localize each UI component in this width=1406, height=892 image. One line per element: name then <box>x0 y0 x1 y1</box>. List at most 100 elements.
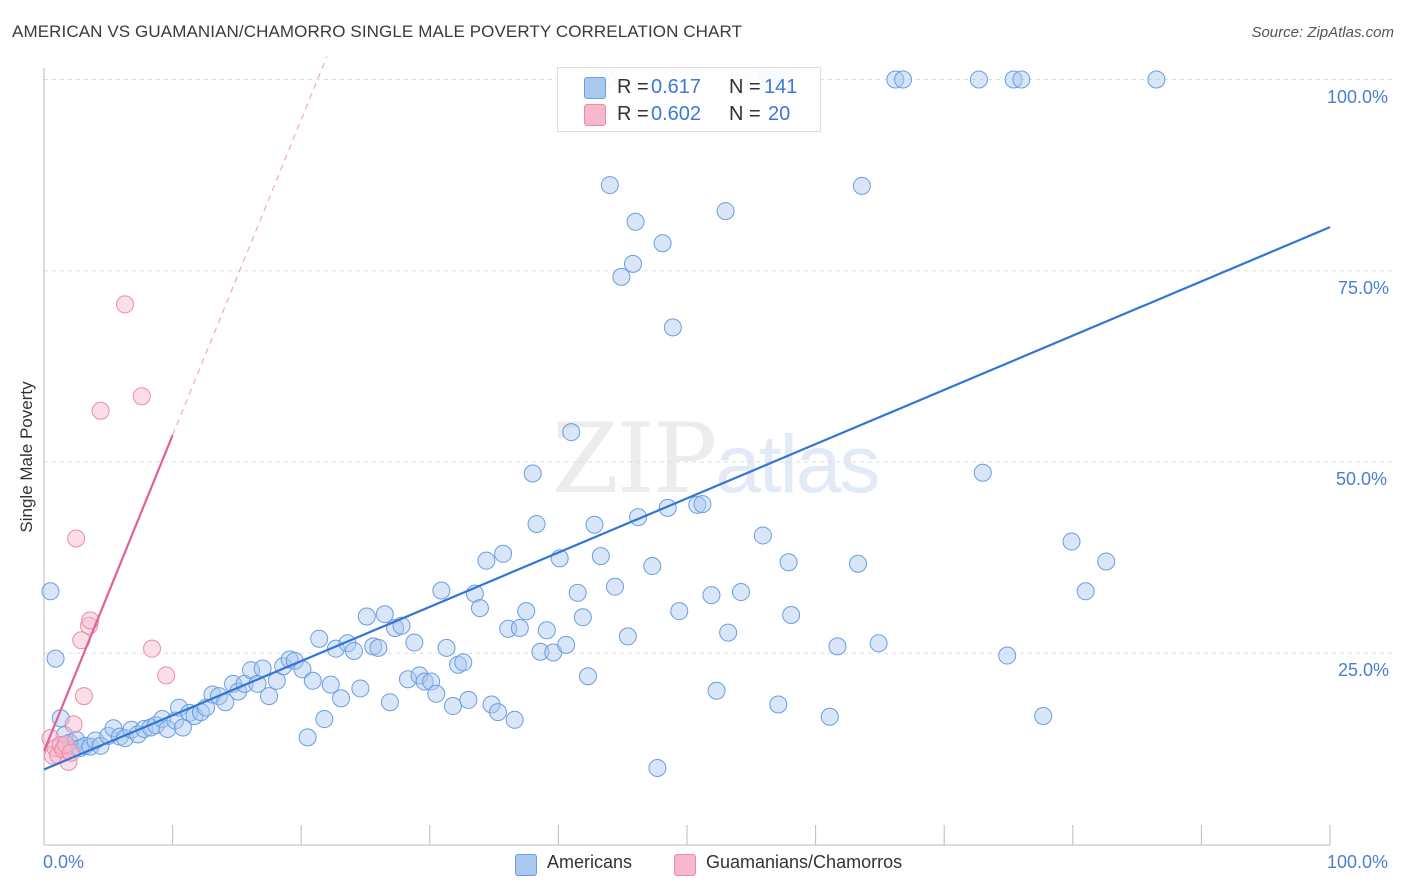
americans-point-131 <box>886 70 905 89</box>
x-tick-label-0: 0.0% <box>43 852 85 872</box>
americans-point-77 <box>482 695 501 714</box>
legend-swatch-americans-bottom <box>515 854 537 876</box>
americans-point-95 <box>585 515 604 534</box>
americans-point-70 <box>443 697 462 716</box>
americans-point-127 <box>828 637 847 656</box>
americans-point-1 <box>46 649 65 668</box>
americans-point-124 <box>779 553 798 572</box>
americans-point-91 <box>562 423 581 442</box>
legend-item-americans: Americans <box>515 852 655 876</box>
americans-point-129 <box>852 176 871 195</box>
americans-point-59 <box>380 693 399 712</box>
americans-point-78 <box>488 703 507 722</box>
americans-point-142 <box>1147 70 1166 89</box>
guamanians-point-9 <box>64 715 83 734</box>
americans-point-79 <box>494 544 513 563</box>
americans-point-54 <box>351 679 370 698</box>
americans-point-48 <box>315 710 334 729</box>
americans-point-116 <box>719 623 738 642</box>
chart-title: AMERICAN VS GUAMANIAN/CHAMORRO SINGLE MA… <box>12 22 743 41</box>
americans-point-98 <box>600 176 619 195</box>
axes <box>43 68 1331 846</box>
americans-point-140 <box>1076 582 1095 601</box>
americans-point-69 <box>437 638 456 657</box>
legend-swatch-americans <box>584 77 606 99</box>
legend-n-value-americans: 141 <box>764 76 798 98</box>
series-americans <box>41 70 1166 777</box>
americans-point-126 <box>820 707 839 726</box>
americans-point-72 <box>454 653 473 672</box>
americans-point-76 <box>477 551 496 570</box>
guamanians-point-18 <box>143 639 162 658</box>
americans-point-137 <box>1012 70 1031 89</box>
americans-point-55 <box>357 607 376 626</box>
americans-point-90 <box>557 635 576 654</box>
americans-point-122 <box>769 695 788 714</box>
americans-point-110 <box>670 602 689 621</box>
americans-point-114 <box>707 681 726 700</box>
y-tick-label-50: 50.0% <box>1336 469 1388 489</box>
americans-point-64 <box>410 666 429 685</box>
americans-point-104 <box>626 212 645 231</box>
americans-point-94 <box>578 667 597 686</box>
americans-point-0 <box>41 582 60 601</box>
americans-point-67 <box>427 684 446 703</box>
americans-point-93 <box>573 608 592 627</box>
y-tick-label-75: 75.0% <box>1338 278 1390 298</box>
legend-label-guamanians: Guamanians/Chamorros <box>706 852 903 872</box>
guamanians-point-16 <box>116 295 135 314</box>
americans-point-83 <box>517 602 536 621</box>
guamanians-point-17 <box>132 387 151 406</box>
trend-line-guamanians <box>42 434 174 752</box>
americans-point-68 <box>432 581 451 600</box>
americans-point-81 <box>505 710 524 729</box>
legend-r-value-guamanians: 0.602 <box>651 103 702 125</box>
americans-point-92 <box>568 583 587 602</box>
americans-point-141 <box>1097 552 1116 571</box>
americans-point-65 <box>415 672 434 691</box>
americans-point-112 <box>693 495 712 514</box>
americans-point-96 <box>591 547 610 566</box>
legend-swatch-guamanians-bottom <box>674 854 696 876</box>
americans-point-130 <box>869 634 888 653</box>
americans-point-63 <box>405 633 424 652</box>
americans-point-132 <box>894 70 913 89</box>
americans-point-47 <box>310 629 329 648</box>
americans-point-86 <box>531 642 550 661</box>
americans-point-135 <box>998 646 1017 665</box>
americans-point-39 <box>260 687 279 706</box>
americans-point-58 <box>375 605 394 624</box>
legend-label-americans: Americans <box>547 852 633 872</box>
americans-point-133 <box>969 70 988 89</box>
americans-point-136 <box>1004 70 1023 89</box>
trend-lines <box>42 56 1331 771</box>
legend-r-value-americans: 0.617 <box>651 76 702 98</box>
y-tick-label-100: 100.0% <box>1327 87 1389 107</box>
legend-n-label-americans: N = <box>729 76 761 98</box>
watermark-atlas: atlas <box>715 419 880 510</box>
x-tick-label-100: 100.0% <box>1327 852 1389 872</box>
grid-lines <box>44 79 1394 654</box>
americans-point-53 <box>344 641 363 660</box>
guamanians-point-19 <box>157 666 176 685</box>
americans-point-111 <box>688 495 707 514</box>
americans-point-105 <box>643 557 662 576</box>
americans-point-115 <box>716 202 735 221</box>
legend-n-value-guamanians: 20 <box>768 103 791 125</box>
americans-point-82 <box>510 619 529 638</box>
americans-point-106 <box>648 759 667 777</box>
legend-swatch-guamanians <box>584 104 606 126</box>
americans-point-117 <box>732 583 751 602</box>
americans-point-75 <box>470 599 489 618</box>
americans-point-84 <box>523 464 542 483</box>
guamanians-point-6 <box>56 735 75 754</box>
guamanians-point-15 <box>91 401 110 420</box>
americans-point-87 <box>537 621 556 640</box>
americans-point-46 <box>303 671 322 690</box>
y-tick-label-25: 25.0% <box>1338 660 1390 680</box>
trend-line-americans <box>43 226 1331 771</box>
americans-point-99 <box>605 577 624 596</box>
americans-point-51 <box>332 689 351 708</box>
legend-r-label-americans: R = <box>617 76 649 98</box>
